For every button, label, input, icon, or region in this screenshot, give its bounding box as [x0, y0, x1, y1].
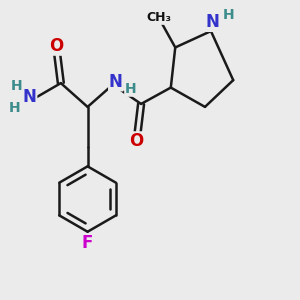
Text: H: H: [223, 8, 235, 22]
Text: O: O: [49, 37, 64, 55]
Text: N: N: [206, 13, 219, 31]
Text: O: O: [130, 132, 144, 150]
Text: N: N: [109, 73, 123, 91]
Text: H: H: [125, 82, 136, 96]
Text: F: F: [82, 234, 93, 252]
Text: H: H: [9, 101, 21, 116]
Text: H: H: [11, 79, 22, 93]
Text: CH₃: CH₃: [146, 11, 171, 24]
Text: N: N: [23, 88, 37, 106]
